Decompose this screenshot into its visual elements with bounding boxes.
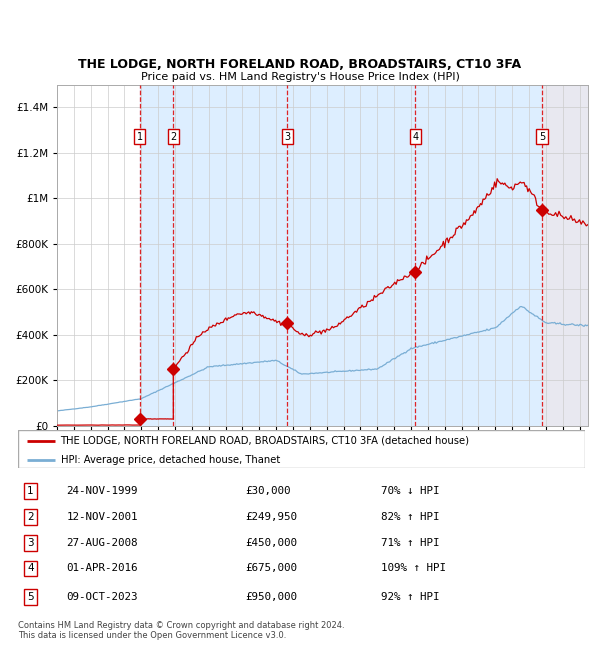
Text: Price paid vs. HM Land Registry's House Price Index (HPI): Price paid vs. HM Land Registry's House …: [140, 72, 460, 82]
Text: £249,950: £249,950: [245, 512, 297, 522]
Text: This data is licensed under the Open Government Licence v3.0.: This data is licensed under the Open Gov…: [18, 631, 286, 640]
Text: £950,000: £950,000: [245, 592, 297, 602]
Text: 4: 4: [27, 564, 34, 573]
Text: £30,000: £30,000: [245, 486, 290, 496]
Text: 3: 3: [27, 538, 34, 548]
Text: 12-NOV-2001: 12-NOV-2001: [66, 512, 137, 522]
Text: £675,000: £675,000: [245, 564, 297, 573]
Bar: [140, 84, 542, 426]
Text: 1: 1: [27, 486, 34, 496]
Bar: [542, 84, 588, 426]
Text: HPI: Average price, detached house, Thanet: HPI: Average price, detached house, Than…: [61, 455, 280, 465]
Text: 70% ↓ HPI: 70% ↓ HPI: [381, 486, 439, 496]
Text: 01-APR-2016: 01-APR-2016: [66, 564, 137, 573]
Text: 71% ↑ HPI: 71% ↑ HPI: [381, 538, 439, 548]
Text: 4: 4: [412, 132, 418, 142]
Text: 92% ↑ HPI: 92% ↑ HPI: [381, 592, 439, 602]
Text: 09-OCT-2023: 09-OCT-2023: [66, 592, 137, 602]
Text: THE LODGE, NORTH FORELAND ROAD, BROADSTAIRS, CT10 3FA: THE LODGE, NORTH FORELAND ROAD, BROADSTA…: [79, 58, 521, 72]
Text: 2: 2: [170, 132, 176, 142]
Text: Contains HM Land Registry data © Crown copyright and database right 2024.: Contains HM Land Registry data © Crown c…: [18, 621, 344, 630]
Text: 3: 3: [284, 132, 290, 142]
Text: 5: 5: [539, 132, 545, 142]
Text: 1: 1: [137, 132, 143, 142]
Text: 2: 2: [27, 512, 34, 522]
Text: 5: 5: [27, 592, 34, 602]
Text: 82% ↑ HPI: 82% ↑ HPI: [381, 512, 439, 522]
Text: THE LODGE, NORTH FORELAND ROAD, BROADSTAIRS, CT10 3FA (detached house): THE LODGE, NORTH FORELAND ROAD, BROADSTA…: [61, 436, 470, 446]
Text: £450,000: £450,000: [245, 538, 297, 548]
Text: 24-NOV-1999: 24-NOV-1999: [66, 486, 137, 496]
Text: 109% ↑ HPI: 109% ↑ HPI: [381, 564, 446, 573]
Text: 27-AUG-2008: 27-AUG-2008: [66, 538, 137, 548]
